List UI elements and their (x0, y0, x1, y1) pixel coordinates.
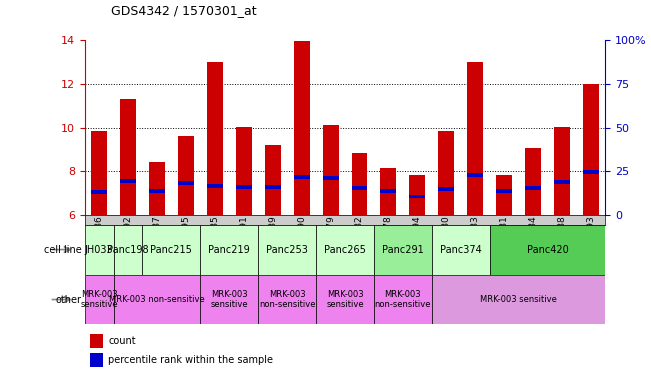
Text: Panc291: Panc291 (382, 245, 424, 255)
Bar (438, 131, 454, 215)
Text: MRK-003
sensitive: MRK-003 sensitive (80, 290, 118, 309)
Bar (316, 275, 374, 324)
Text: MRK-003
non-sensitive: MRK-003 non-sensitive (374, 290, 431, 309)
Bar (352, 153, 367, 215)
Bar (583, 170, 599, 174)
Bar (380, 189, 396, 193)
Bar (258, 275, 316, 324)
Bar (201, 275, 258, 324)
Bar (432, 275, 605, 324)
Bar (583, 84, 599, 215)
Text: GSM924980: GSM924980 (442, 215, 450, 270)
Text: Panc265: Panc265 (324, 245, 366, 255)
Text: MRK-003 non-sensitive: MRK-003 non-sensitive (109, 295, 205, 304)
Bar (432, 225, 490, 275)
Text: GSM924991: GSM924991 (240, 215, 248, 270)
Text: GSM924983: GSM924983 (471, 215, 480, 270)
Bar (374, 225, 432, 275)
Bar (120, 179, 136, 183)
Text: GSM924982: GSM924982 (355, 215, 364, 270)
Bar (374, 275, 432, 324)
Bar (85, 275, 113, 324)
Text: Panc219: Panc219 (208, 245, 250, 255)
Bar (207, 62, 223, 215)
Bar (554, 127, 570, 215)
Bar (467, 173, 483, 177)
Text: Panc198: Panc198 (107, 245, 149, 255)
Text: GSM924990: GSM924990 (297, 215, 306, 270)
Text: MRK-003
sensitive: MRK-003 sensitive (210, 290, 248, 309)
Bar (201, 225, 258, 275)
Bar (236, 127, 252, 215)
Bar (316, 225, 374, 275)
Bar (258, 225, 316, 275)
Bar (178, 136, 194, 215)
Bar (323, 176, 339, 180)
Bar (149, 189, 165, 193)
Bar (207, 184, 223, 187)
Text: GSM924979: GSM924979 (326, 215, 335, 270)
Bar (120, 99, 136, 215)
Text: GSM924992: GSM924992 (124, 215, 133, 270)
Text: percentile rank within the sample: percentile rank within the sample (108, 355, 273, 365)
Bar (294, 175, 310, 179)
Text: count: count (108, 336, 135, 346)
Bar (554, 180, 570, 184)
Bar (438, 187, 454, 191)
Text: Panc215: Panc215 (150, 245, 192, 255)
Bar (294, 41, 310, 215)
Text: cell line: cell line (44, 245, 81, 255)
Text: MRK-003
non-sensitive: MRK-003 non-sensitive (259, 290, 316, 309)
Text: JH033: JH033 (85, 245, 113, 255)
Text: Panc374: Panc374 (440, 245, 482, 255)
Bar (409, 175, 425, 215)
Bar (323, 126, 339, 215)
Bar (352, 186, 367, 190)
Text: Panc420: Panc420 (527, 245, 568, 255)
Bar (149, 162, 165, 215)
Bar (85, 225, 113, 275)
Bar (496, 175, 512, 215)
Bar (265, 185, 281, 189)
Text: GSM924994: GSM924994 (413, 215, 422, 270)
Bar (90, 334, 103, 348)
Bar (409, 195, 425, 199)
Bar (90, 353, 103, 367)
Text: Panc253: Panc253 (266, 245, 308, 255)
Text: GSM924978: GSM924978 (384, 215, 393, 270)
Text: GSM924985: GSM924985 (210, 215, 219, 270)
Bar (143, 225, 201, 275)
Text: other: other (55, 295, 81, 305)
Text: GSM924984: GSM924984 (529, 215, 538, 270)
Bar (91, 131, 107, 215)
Text: GSM924989: GSM924989 (268, 215, 277, 270)
Bar (178, 181, 194, 185)
Bar (467, 62, 483, 215)
Text: MRK-003
sensitive: MRK-003 sensitive (326, 290, 364, 309)
Bar (525, 186, 541, 190)
Bar (113, 275, 201, 324)
Bar (380, 168, 396, 215)
Bar (525, 149, 541, 215)
Bar (91, 190, 107, 194)
Text: GSM924987: GSM924987 (152, 215, 161, 270)
Bar (236, 185, 252, 189)
Bar (496, 189, 512, 193)
Text: GSM924993: GSM924993 (587, 215, 596, 270)
Text: GSM924981: GSM924981 (500, 215, 508, 270)
Text: GSM924986: GSM924986 (94, 215, 104, 270)
Bar (113, 225, 143, 275)
Text: MRK-003 sensitive: MRK-003 sensitive (480, 295, 557, 304)
Text: GDS4342 / 1570301_at: GDS4342 / 1570301_at (111, 4, 256, 17)
Bar (490, 225, 605, 275)
Bar (265, 145, 281, 215)
Text: GSM924988: GSM924988 (557, 215, 566, 270)
Text: GSM924995: GSM924995 (182, 215, 190, 270)
